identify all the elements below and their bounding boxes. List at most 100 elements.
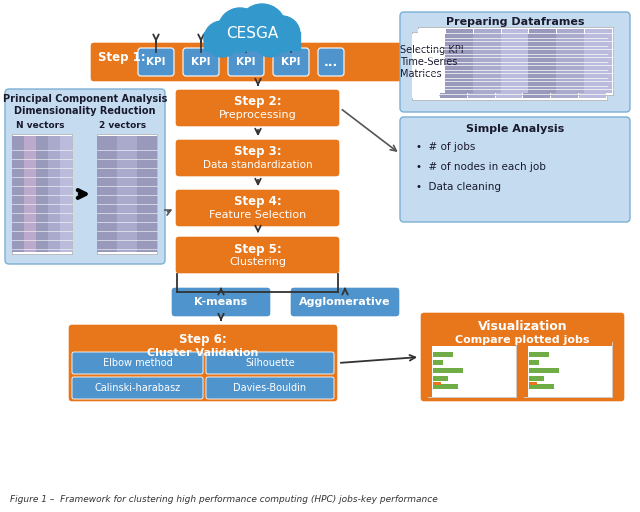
FancyBboxPatch shape <box>175 236 340 274</box>
Bar <box>433 384 458 389</box>
Text: Simple Analysis: Simple Analysis <box>466 124 564 134</box>
Circle shape <box>264 16 300 52</box>
Text: Visualization: Visualization <box>477 319 567 332</box>
Bar <box>440 34 467 98</box>
Bar <box>579 34 606 98</box>
Text: Davies-Bouldin: Davies-Bouldin <box>234 383 307 393</box>
FancyBboxPatch shape <box>183 48 219 76</box>
FancyBboxPatch shape <box>5 89 165 264</box>
Text: K-means: K-means <box>195 297 248 307</box>
Bar <box>524 342 612 346</box>
Text: Step 6:: Step 6: <box>179 333 227 347</box>
Bar <box>97 134 157 254</box>
Bar <box>502 29 529 93</box>
FancyBboxPatch shape <box>175 189 340 227</box>
FancyBboxPatch shape <box>273 48 309 76</box>
Text: KPI: KPI <box>147 57 166 67</box>
FancyBboxPatch shape <box>400 12 630 112</box>
Bar <box>60 136 72 252</box>
Bar <box>529 360 539 365</box>
Bar <box>529 382 537 385</box>
Bar <box>12 134 72 254</box>
FancyBboxPatch shape <box>90 42 430 82</box>
Bar <box>137 136 157 252</box>
Text: KPI: KPI <box>281 57 301 67</box>
Bar <box>418 29 445 93</box>
Bar <box>117 136 137 252</box>
Text: Clustering: Clustering <box>229 257 286 267</box>
Bar <box>529 368 559 373</box>
Text: Compare plotted jobs: Compare plotted jobs <box>455 335 589 345</box>
Text: Elbow method: Elbow method <box>102 358 172 368</box>
FancyBboxPatch shape <box>175 139 340 177</box>
Text: Feature Selection: Feature Selection <box>209 210 306 220</box>
Text: Preprocessing: Preprocessing <box>219 110 296 120</box>
Text: KPI: KPI <box>236 57 256 67</box>
Text: KPI: KPI <box>191 57 211 67</box>
Text: Silhouette: Silhouette <box>245 358 295 368</box>
Bar <box>524 34 550 98</box>
Bar <box>412 34 439 98</box>
FancyBboxPatch shape <box>228 48 264 76</box>
Bar <box>24 136 36 252</box>
Bar <box>428 342 516 397</box>
Text: Preparing Dataframes: Preparing Dataframes <box>445 17 584 27</box>
Bar <box>428 342 516 346</box>
FancyBboxPatch shape <box>72 377 203 399</box>
FancyBboxPatch shape <box>206 352 334 374</box>
Bar <box>204 32 300 50</box>
Bar <box>495 34 522 98</box>
Bar <box>585 29 612 93</box>
Bar <box>529 29 556 93</box>
Text: Data standardization: Data standardization <box>203 160 312 170</box>
Text: ...: ... <box>324 55 338 69</box>
Text: N vectors: N vectors <box>16 120 64 130</box>
Text: Principal Component Analysis: Principal Component Analysis <box>3 94 167 104</box>
Text: Step 2:: Step 2: <box>234 96 282 109</box>
Text: Figure 1 –  Framework for clustering high performance computing (HPC) jobs-key p: Figure 1 – Framework for clustering high… <box>10 495 438 504</box>
FancyBboxPatch shape <box>318 48 344 76</box>
Bar <box>474 29 500 93</box>
Circle shape <box>204 21 240 57</box>
Text: Selecting KPI
Time-Series
Matrices: Selecting KPI Time-Series Matrices <box>400 45 463 79</box>
Bar <box>48 136 60 252</box>
Bar <box>524 342 612 397</box>
Text: Step 4:: Step 4: <box>234 196 282 208</box>
Text: Calinski-harabasz: Calinski-harabasz <box>95 383 180 393</box>
Circle shape <box>255 27 285 57</box>
Text: Dimensionality Reduction: Dimensionality Reduction <box>14 106 156 116</box>
Bar <box>97 136 117 252</box>
Text: Cluster Validation: Cluster Validation <box>147 348 259 358</box>
FancyBboxPatch shape <box>420 312 625 402</box>
Circle shape <box>238 4 286 52</box>
Circle shape <box>218 8 262 52</box>
Bar <box>557 29 584 93</box>
Text: •  # of nodes in each job: • # of nodes in each job <box>416 162 546 172</box>
Bar <box>524 342 528 397</box>
Bar <box>529 384 554 389</box>
FancyBboxPatch shape <box>206 377 334 399</box>
Bar <box>529 352 549 357</box>
Bar <box>551 34 578 98</box>
FancyBboxPatch shape <box>171 287 271 317</box>
Text: •  Data cleaning: • Data cleaning <box>416 182 501 192</box>
Text: 2 vectors: 2 vectors <box>99 120 147 130</box>
Bar <box>418 27 613 95</box>
Text: •  # of jobs: • # of jobs <box>416 142 476 152</box>
Bar <box>446 29 473 93</box>
FancyBboxPatch shape <box>138 48 174 76</box>
FancyBboxPatch shape <box>400 117 630 222</box>
Bar <box>468 34 495 98</box>
Text: Step 5:: Step 5: <box>234 243 282 255</box>
FancyBboxPatch shape <box>290 287 400 317</box>
Bar <box>433 368 463 373</box>
Text: Agglomerative: Agglomerative <box>300 297 391 307</box>
Bar <box>12 136 24 252</box>
Bar <box>428 342 432 397</box>
FancyBboxPatch shape <box>72 352 203 374</box>
Text: Step 1:: Step 1: <box>98 51 146 63</box>
Bar <box>433 352 453 357</box>
Text: Step 3:: Step 3: <box>234 145 282 159</box>
Bar <box>412 32 607 100</box>
Bar <box>36 136 48 252</box>
